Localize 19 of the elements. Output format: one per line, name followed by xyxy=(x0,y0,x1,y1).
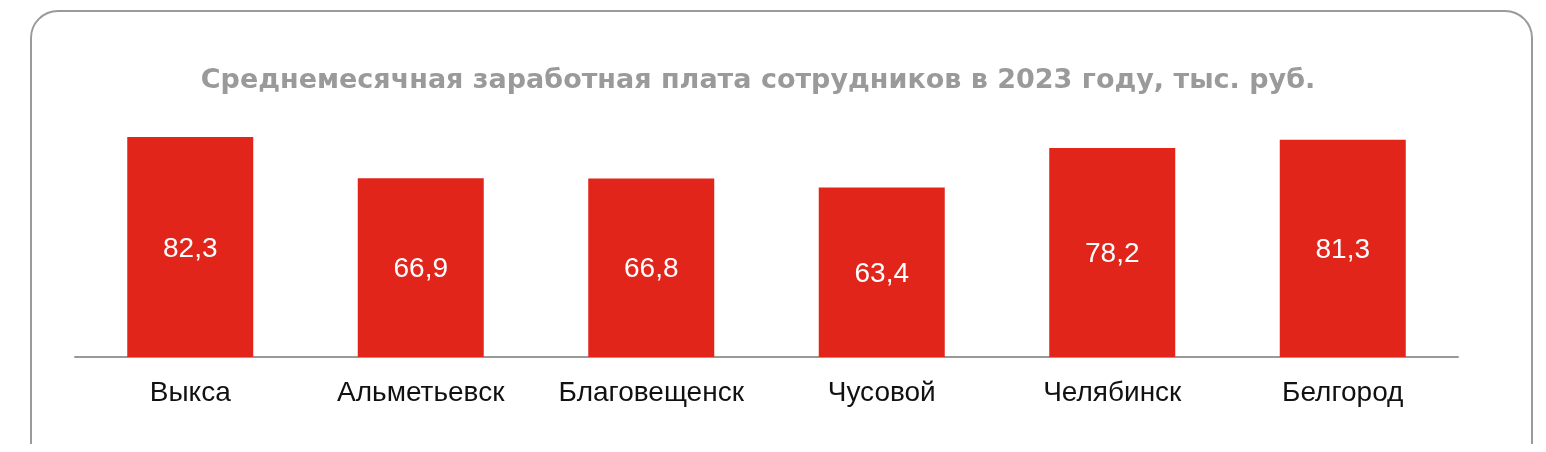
x-tick-label: Благовещенск xyxy=(558,375,745,407)
bar xyxy=(127,137,254,357)
data-label: 82,3 xyxy=(163,231,218,263)
x-tick-label: Чусовой xyxy=(827,375,936,407)
chart-title: Среднемесячная заработная плата сотрудников в 2023 году, тыс. руб. xyxy=(200,63,1316,94)
data-label: 66,9 xyxy=(393,252,448,284)
bar xyxy=(1279,139,1406,357)
bar xyxy=(357,178,484,357)
bar xyxy=(1049,147,1176,357)
data-label: 81,3 xyxy=(1315,232,1370,264)
x-tick-label: Выкса xyxy=(149,375,232,407)
x-tick-label: Челябинск xyxy=(1043,375,1183,407)
x-tick-label: Белгород xyxy=(1282,375,1404,407)
x-tick-label: Альметьевск xyxy=(337,375,506,407)
data-label: 63,4 xyxy=(854,256,909,288)
bar xyxy=(818,187,945,357)
data-label: 78,2 xyxy=(1085,236,1140,268)
bar xyxy=(588,178,715,357)
data-label: 66,8 xyxy=(624,252,679,284)
